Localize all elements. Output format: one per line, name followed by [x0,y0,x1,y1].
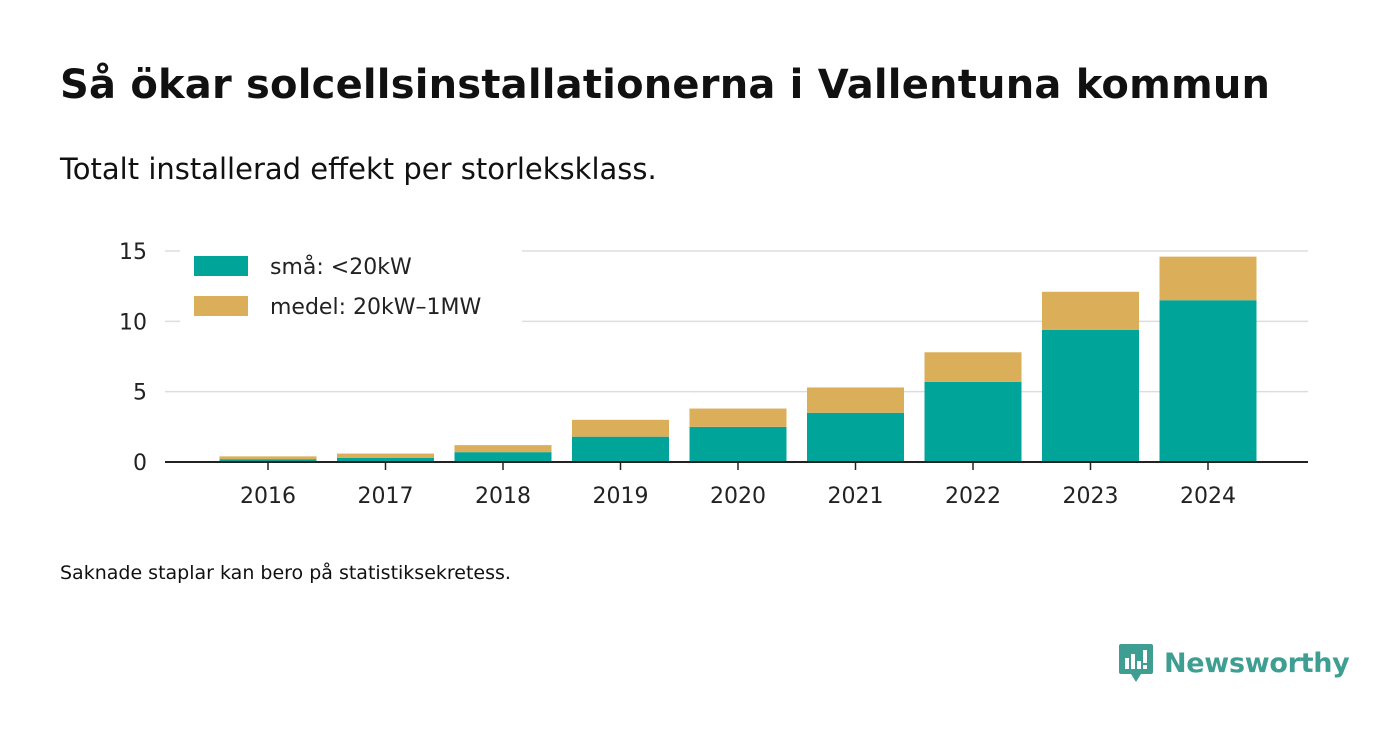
y-axis-ticks: 0 5 10 15 [119,240,147,476]
x-tick-label: 2018 [475,484,531,509]
brand-name: Newsworthy [1164,647,1350,679]
y-tick-label: 15 [119,240,147,265]
legend-swatch [194,256,248,276]
x-tick-label: 2016 [240,484,296,509]
x-tick-label: 2023 [1063,484,1119,509]
bar-medium-2018 [454,445,552,453]
footnote: Saknade staplar kan bero på statistiksek… [60,562,511,584]
y-tick-label: 5 [133,381,147,406]
x-tick-label: 2022 [945,484,1001,509]
bar-small-2017 [337,457,434,462]
bar-medium-2016 [219,456,317,460]
legend-label: medel: 20kW–1MW [270,295,481,320]
x-tick-label: 2017 [358,484,414,509]
bars [219,256,1257,462]
bar-small-2022 [924,381,1022,462]
y-tick-label: 0 [133,451,147,476]
x-tick-label: 2019 [593,484,649,509]
legend-swatch [194,296,248,316]
bar-small-2019 [572,436,669,462]
bar-small-2021 [807,412,904,462]
x-tick-label: 2020 [710,484,766,509]
y-tick-label: 10 [119,310,147,335]
bar-medium-2020 [689,408,787,427]
chart-title: Så ökar solcellsinstallationerna i Valle… [60,62,1271,108]
bar-medium-2024 [1159,256,1257,301]
bar-small-2016 [219,459,317,462]
bar-medium-2021 [807,387,904,413]
newsworthy-logo-icon [1119,644,1153,682]
bar-small-2018 [454,452,552,462]
chart-subtitle: Totalt installerad effekt per storlekskl… [60,152,657,186]
x-tick-label: 2024 [1180,484,1236,509]
x-axis-ticks: 2016 2017 2018 2019 2020 2021 2022 2023 2024 [240,462,1236,509]
legend-label: små: <20kW [270,254,412,280]
bar-small-2020 [689,426,787,462]
bar-small-2023 [1042,329,1139,462]
brand-logo: Newsworthy [1118,640,1350,686]
x-tick-label: 2021 [828,484,884,509]
bar-medium-2022 [924,352,1022,382]
bar-medium-2023 [1042,291,1139,330]
bar-small-2024 [1159,300,1257,462]
bar-medium-2019 [572,419,669,437]
legend: små: <20kW medel: 20kW–1MW [180,246,522,326]
bar-medium-2017 [337,453,434,458]
